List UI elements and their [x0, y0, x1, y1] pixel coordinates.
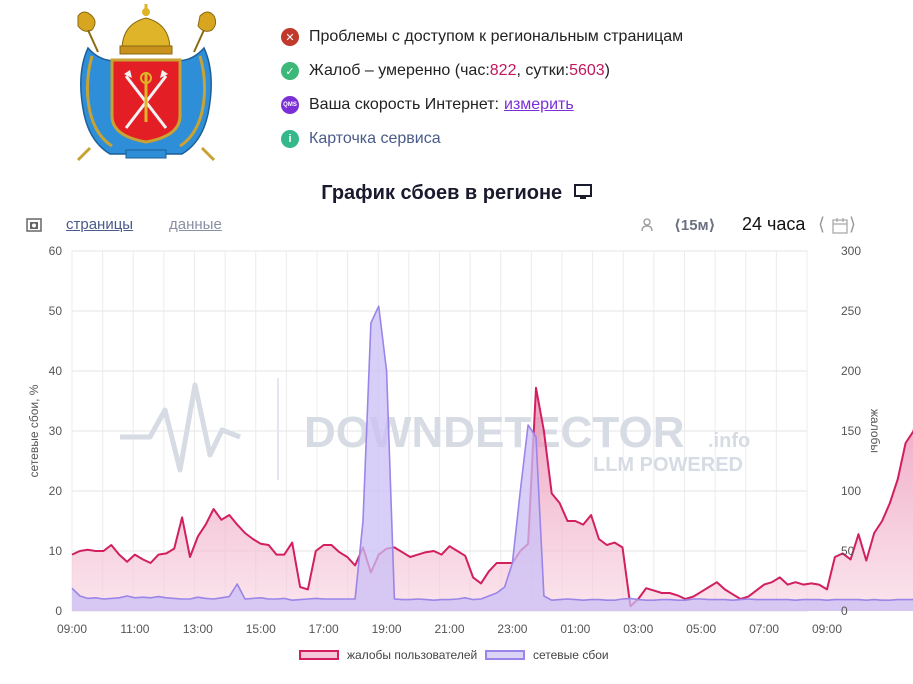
chart-axes: 0 10 20 30 40 50 60 0 50 100 150 200 250 300 09:00 11:0…	[49, 244, 862, 636]
watermark-suffix: .info	[708, 430, 750, 452]
monitor-icon[interactable]	[573, 184, 592, 200]
watermark-tagline: LLM POWERED	[593, 454, 743, 476]
legend-complaints[interactable]: жалобы пользователей	[299, 648, 477, 662]
complaints-sep: , сутки:	[516, 62, 570, 79]
y-left-tick-label: 40	[49, 364, 63, 378]
info-icon: i	[281, 130, 299, 148]
y-right-tick-label: 150	[841, 424, 861, 438]
speed-icon: QMS	[281, 96, 299, 114]
y-right-tick-label: 250	[841, 304, 861, 318]
interval-selector[interactable]: ⟨15м⟩	[674, 217, 716, 234]
chart-title-text: График сбоев в регионе	[321, 182, 563, 204]
complaints-area	[72, 387, 913, 611]
calendar-icon[interactable]	[832, 218, 848, 234]
y-right-axis-title: жалобы	[868, 409, 882, 453]
internet-speed-text: Ваша скорость Интернет:	[309, 96, 499, 113]
y-left-tick-label: 0	[55, 604, 62, 618]
access-problems-text: Проблемы с доступом к региональным стран…	[309, 28, 684, 45]
y-left-tick-label: 10	[49, 544, 63, 558]
chart-toolbar: страницы данные ⟨15м⟩ 24 часа ⟨ ⟩	[0, 214, 913, 236]
y-right-tick-label: 50	[841, 544, 855, 558]
complaints-line	[71, 386, 913, 608]
y-left-axis-title: сетевые сбои, %	[27, 384, 41, 477]
period-next-button[interactable]: ⟩	[849, 214, 857, 234]
legend-outages-swatch	[485, 650, 525, 660]
plot-area	[71, 250, 808, 612]
emblem-shield	[110, 58, 182, 144]
chart-title: График сбоев в регионе	[0, 182, 913, 205]
watermark: DOWNDETECTOR .info LLM POWERED	[120, 378, 750, 480]
emblem-eagles	[77, 11, 217, 53]
y-right-tick-label: 300	[841, 244, 861, 258]
tab-pages[interactable]: страницы	[66, 216, 134, 233]
watermark-brand: DOWNDETECTOR	[304, 408, 685, 457]
watermark-pulse-icon	[120, 382, 241, 473]
city-emblem	[76, 4, 217, 162]
x-tick-label: 21:00	[434, 622, 464, 636]
period-selector[interactable]: 24 часа	[742, 214, 806, 234]
x-tick-label: 01:00	[560, 622, 590, 636]
y-right-tick-label: 200	[841, 364, 861, 378]
x-tick-label: 13:00	[183, 622, 213, 636]
chart-series	[71, 305, 913, 611]
complaints-day-count: 5603	[569, 62, 605, 79]
period-prev-button[interactable]: ⟨	[818, 214, 826, 234]
x-tick-label: 07:00	[749, 622, 779, 636]
x-tick-label: 09:00	[57, 622, 87, 636]
status-internet-speed: QMS Ваша скорость Интернет: измерить	[281, 88, 683, 122]
x-tick-label: 19:00	[372, 622, 402, 636]
complaints-text-after: )	[604, 62, 610, 79]
outages-area	[72, 306, 913, 611]
measure-speed-link[interactable]: измерить	[504, 96, 574, 113]
complaints-text-before: Жалоб – умеренно (час:	[309, 62, 490, 79]
status-service-card[interactable]: i Карточка сервиса	[281, 122, 683, 156]
status-list: ✕ Проблемы с доступом к региональным стр…	[281, 20, 683, 156]
y-right-tick-label: 100	[841, 484, 861, 498]
x-tick-label: 05:00	[686, 622, 716, 636]
legend-outages[interactable]: сетевые сбои	[485, 648, 609, 662]
legend-complaints-label: жалобы пользователей	[347, 648, 478, 662]
x-tick-label: 11:00	[120, 622, 149, 636]
camera-icon[interactable]	[26, 218, 42, 232]
error-icon: ✕	[281, 28, 299, 46]
tab-data[interactable]: данные	[169, 216, 222, 233]
legend-complaints-swatch	[299, 650, 339, 660]
emblem-scepters-base	[76, 146, 216, 162]
y-left-tick-label: 30	[49, 424, 63, 438]
x-tick-label: 17:00	[309, 622, 339, 636]
service-card-link[interactable]: Карточка сервиса	[309, 130, 441, 147]
x-tick-label: 23:00	[497, 622, 527, 636]
complaints-hour-count: 822	[489, 62, 517, 79]
outages-line	[71, 305, 913, 601]
status-complaints: ✓ Жалоб – умеренно (час: 822 , сутки: 56…	[281, 54, 683, 88]
y-left-tick-label: 60	[49, 244, 63, 258]
emblem-crown	[119, 4, 173, 55]
chart-grid	[71, 250, 808, 612]
x-tick-label: 09:00	[812, 622, 842, 636]
status-access-problems: ✕ Проблемы с доступом к региональным стр…	[281, 20, 683, 54]
x-tick-label: 15:00	[246, 622, 276, 636]
x-tick-label: 03:00	[623, 622, 653, 636]
y-left-tick-label: 20	[49, 484, 63, 498]
legend-outages-label: сетевые сбои	[533, 648, 609, 662]
check-icon: ✓	[281, 62, 299, 80]
y-right-tick-label: 0	[841, 604, 848, 618]
y-left-tick-label: 50	[49, 304, 63, 318]
user-icon[interactable]	[641, 218, 653, 232]
